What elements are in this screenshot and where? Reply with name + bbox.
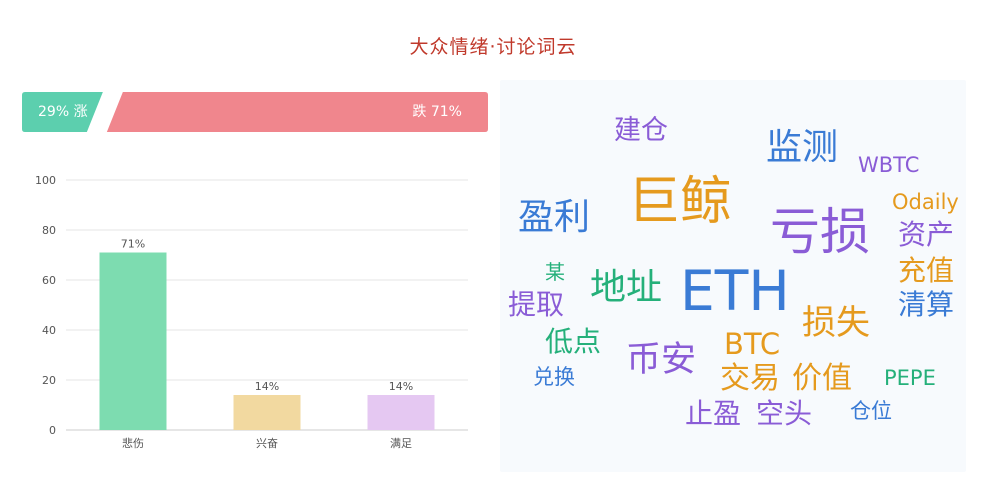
down-segment <box>106 92 488 132</box>
word-cloud-word: 交易 <box>720 361 780 396</box>
x-category-label: 悲伤 <box>122 436 144 450</box>
bar-value-label: 14% <box>389 380 413 393</box>
down-percentage-label: 跌 71% <box>412 104 462 120</box>
word-cloud-word: Odaily <box>892 190 959 214</box>
up-percentage-label: 29% 涨 <box>38 104 88 120</box>
y-tick-label: 80 <box>42 224 56 237</box>
sentiment-bar-graphic <box>22 92 488 132</box>
sentiment-bar: 29% 涨 跌 71% <box>22 92 488 132</box>
word-cloud-word: PEPE <box>884 366 936 390</box>
bar <box>233 395 301 430</box>
up-segment <box>22 92 103 132</box>
word-cloud-word: BTC <box>724 327 781 361</box>
word-cloud-word: 兑换 <box>533 365 575 389</box>
word-cloud-word: 清算 <box>898 288 955 321</box>
word-cloud-word: 某 <box>545 260 565 284</box>
word-cloud-word: 监测 <box>766 127 839 168</box>
word-cloud-word: 止盈 <box>685 397 742 430</box>
emotion-bar-chart: 0 20 40 60 80 100 71% 悲伤 14% 兴奋 14% 满足 <box>35 174 468 450</box>
bar <box>367 395 435 430</box>
y-tick-label: 60 <box>42 274 56 287</box>
page-title: 大众情绪·讨论词云 <box>409 36 577 58</box>
word-cloud-word: 巨鲸 <box>628 172 733 232</box>
bar-value-label: 71% <box>121 238 145 251</box>
y-tick-label: 20 <box>42 374 56 387</box>
word-cloud-word: 地址 <box>590 267 663 308</box>
bar <box>99 252 167 430</box>
word-cloud-word: 空头 <box>756 397 813 430</box>
word-cloud-word: 亏损 <box>770 203 870 261</box>
word-cloud-word: 盈利 <box>518 197 591 238</box>
bar-value-label: 14% <box>255 380 279 393</box>
word-cloud-word: WBTC <box>858 153 920 177</box>
word-cloud-word: 仓位 <box>850 399 892 423</box>
y-tick-label: 0 <box>49 424 56 437</box>
word-cloud-word: ETH <box>680 259 790 323</box>
y-tick-label: 40 <box>42 324 56 337</box>
word-cloud-word: 充值 <box>898 254 955 287</box>
x-category-label: 兴奋 <box>256 436 278 450</box>
word-cloud-word: 建仓 <box>614 115 668 146</box>
word-cloud-word: 价值 <box>792 361 852 396</box>
word-cloud-word: 资产 <box>898 218 955 251</box>
word-cloud-panel: 建仓 监测 WBTC 巨鲸 Odaily 盈利 亏损 资产某 充值 地址 ETH 提取 清算 损失低点 BT… <box>500 80 966 472</box>
word-cloud-word: 低点 <box>545 325 602 358</box>
y-tick-label: 100 <box>35 174 56 187</box>
x-category-label: 满足 <box>390 437 412 450</box>
word-cloud-word: 提取 <box>508 288 565 321</box>
word-cloud-word: 币安 <box>626 340 697 380</box>
word-cloud-word: 损失 <box>802 303 870 343</box>
